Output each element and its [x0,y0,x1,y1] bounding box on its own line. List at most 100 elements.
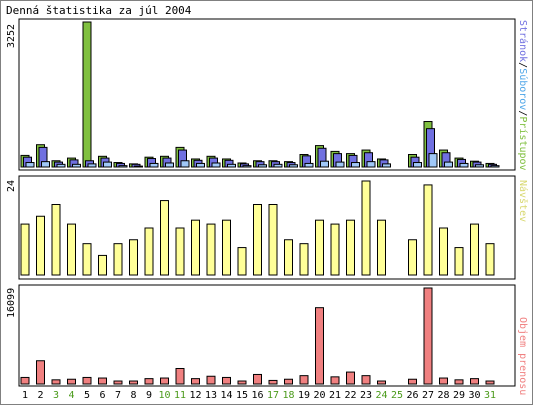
visits-bar-day-21 [330,223,340,276]
day-label-21: 21 [329,390,341,401]
volume-bar-day-7 [113,380,123,385]
pages-bar-day-4 [72,163,81,168]
pages-bar-day-8 [134,165,143,168]
day-label-4: 4 [68,390,74,401]
day-label-17: 17 [267,390,279,401]
visits-bar-day-22 [346,219,355,276]
pages-bar-day-9 [149,162,159,168]
volume-bar-day-2 [36,360,45,385]
volume-bar-day-17 [268,379,278,385]
day-label-14: 14 [220,390,232,401]
pages-bar-day-16 [258,164,267,168]
visits-bar-day-14 [222,219,231,276]
volume-bar-day-19 [299,375,309,385]
pages-bar-day-24 [382,163,391,168]
day-label-18: 18 [282,390,294,401]
day-label-10: 10 [158,390,170,401]
volume-bar-day-27 [423,287,433,385]
volume-bar-day-22 [346,371,355,385]
visits-bar-day-15 [237,247,247,276]
volume-bar-day-10 [160,377,169,385]
visits-bar-day-11 [175,227,185,276]
visits-bar-day-20 [315,219,324,276]
day-label-11: 11 [174,390,186,401]
visits-max-label: 24 [6,180,17,192]
day-label-13: 13 [205,390,217,401]
volume-bar-day-18 [284,378,293,385]
volume-panel [18,284,516,387]
day-label-2: 2 [37,390,43,401]
pages-bar-day-5 [87,163,97,168]
legend-hits: Prístupov [517,116,529,170]
day-label-31: 31 [484,390,496,401]
day-label-7: 7 [115,390,121,401]
visits-bar-day-8 [129,239,138,276]
visits-bar-day-23 [361,180,371,276]
legend-pages: Stránok [517,20,529,62]
day-label-8: 8 [130,390,136,401]
visits-bar-day-1 [20,223,30,276]
visits-bar-day-7 [113,243,123,276]
pages-bar-day-20 [320,160,329,168]
volume-bar-day-1 [20,376,30,385]
visits-bar-day-13 [206,223,216,276]
visits-bar-day-26 [408,239,417,276]
visits-bar-day-29 [454,247,464,276]
visits-bar-day-10 [160,200,169,276]
volume-bar-day-11 [175,367,185,385]
volume-bar-day-6 [98,377,107,385]
day-label-27: 27 [422,390,434,401]
day-label-15: 15 [236,390,248,401]
pages-bar-day-21 [335,161,345,168]
day-label-3: 3 [53,390,59,401]
pages-bar-day-15 [242,165,252,168]
visits-bar-day-28 [439,227,448,276]
day-labels: 1 2 3 4 5 6 7 8 9 10 11 12 13 14 15 16 17 18 19 20 21 22 23 24 2… [22,390,496,401]
volume-bar-day-15 [237,380,247,385]
visits-bar-day-6 [98,254,107,276]
pages-bar-day-17 [273,163,283,168]
day-label-6: 6 [99,390,105,401]
day-label-30: 30 [468,390,480,401]
visits-bar-day-31 [485,243,495,276]
volume-bar-day-4 [67,378,76,385]
visits-bar-day-5 [82,243,92,276]
day-label-20: 20 [313,390,325,401]
visits-bar-day-18 [284,239,293,276]
pages-bar-day-30 [475,164,484,168]
legend-files: Súborov [517,68,529,110]
day-label-26: 26 [406,390,418,401]
day-label-16: 16 [251,390,263,401]
hits-max-label: 3252 [6,24,17,48]
pages-bar-day-13 [211,162,221,168]
visits-bar-day-16 [253,204,262,276]
pages-bar-day-11 [180,160,190,168]
pages-bar-day-3 [56,163,66,168]
day-label-22: 22 [344,390,356,401]
pages-bar-day-18 [289,164,298,168]
volume-bar-day-9 [144,378,154,385]
visits-bar-day-12 [191,219,200,276]
volume-bar-day-29 [454,379,464,385]
volume-bar-day-20 [315,307,324,385]
legend-separator-1: / [517,62,528,68]
pages-bar-day-6 [103,161,112,168]
day-label-24: 24 [375,390,387,401]
hits-bars [20,21,500,168]
pages-bar-day-10 [165,162,174,168]
pages-bar-day-31 [490,165,500,168]
volume-bar-day-3 [51,379,61,385]
hits-panel [18,18,516,171]
pages-bar-day-12 [196,162,205,168]
pages-bar-day-7 [118,165,128,168]
volume-bar-day-31 [485,380,495,385]
volume-bar-day-24 [377,380,386,385]
volume-bar-day-13 [206,375,216,385]
pages-bar-day-22 [351,162,360,168]
pages-bar-day-14 [227,163,236,168]
day-label-9: 9 [146,390,152,401]
hits-legend: Stránok/Súborov/Prístupov [517,20,529,171]
visits-bar-day-2 [36,215,45,276]
pages-bar-day-2 [41,161,50,168]
volume-bars [20,287,495,385]
